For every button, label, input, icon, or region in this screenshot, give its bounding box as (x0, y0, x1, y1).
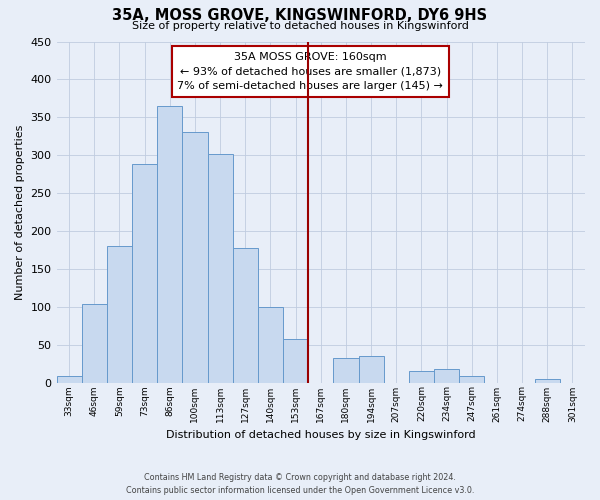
Bar (82, 304, 107, 382)
Bar (359, 356, 383, 382)
Bar (434, 369, 459, 382)
Bar (258, 306, 283, 382)
Bar (334, 358, 359, 382)
Text: Contains HM Land Registry data © Crown copyright and database right 2024.
Contai: Contains HM Land Registry data © Crown c… (126, 473, 474, 495)
Bar (107, 246, 132, 382)
Bar (157, 106, 182, 382)
Y-axis label: Number of detached properties: Number of detached properties (15, 124, 25, 300)
Bar (459, 376, 484, 382)
Bar (132, 164, 157, 382)
Bar (208, 154, 233, 382)
Bar (56, 376, 82, 382)
Text: 35A, MOSS GROVE, KINGSWINFORD, DY6 9HS: 35A, MOSS GROVE, KINGSWINFORD, DY6 9HS (112, 8, 488, 22)
X-axis label: Distribution of detached houses by size in Kingswinford: Distribution of detached houses by size … (166, 430, 476, 440)
Bar (409, 371, 434, 382)
Bar (283, 340, 308, 382)
Text: 35A MOSS GROVE: 160sqm
← 93% of detached houses are smaller (1,873)
7% of semi-d: 35A MOSS GROVE: 160sqm ← 93% of detached… (177, 52, 443, 92)
Bar (182, 132, 208, 382)
Bar (535, 378, 560, 382)
Text: Size of property relative to detached houses in Kingswinford: Size of property relative to detached ho… (131, 21, 469, 31)
Bar (233, 248, 258, 382)
